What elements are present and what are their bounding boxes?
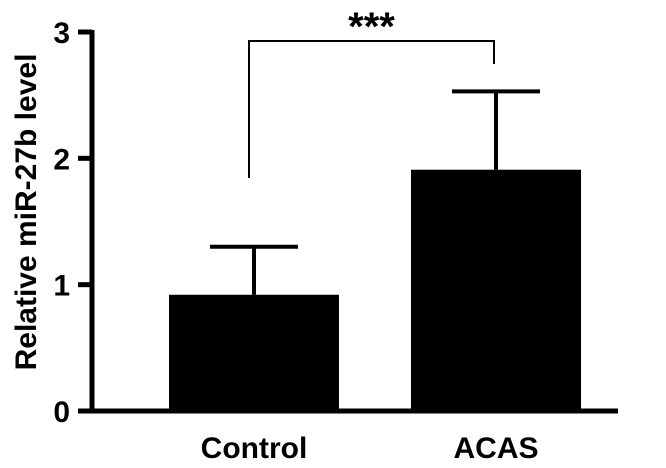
y-tick-label: 3: [53, 17, 70, 50]
y-tick-label: 2: [53, 143, 70, 176]
x-tick-label: ACAS: [453, 432, 538, 465]
significance-label: ***: [348, 5, 395, 49]
y-tick-label: 1: [53, 270, 70, 303]
bar-acas: [411, 169, 581, 411]
y-axis-title: Relative miR-27b level: [10, 54, 43, 371]
bar-control: [169, 294, 339, 411]
y-tick-label: 0: [53, 396, 70, 429]
x-tick-label: Control: [201, 432, 308, 465]
significance-bracket: [248, 40, 495, 178]
